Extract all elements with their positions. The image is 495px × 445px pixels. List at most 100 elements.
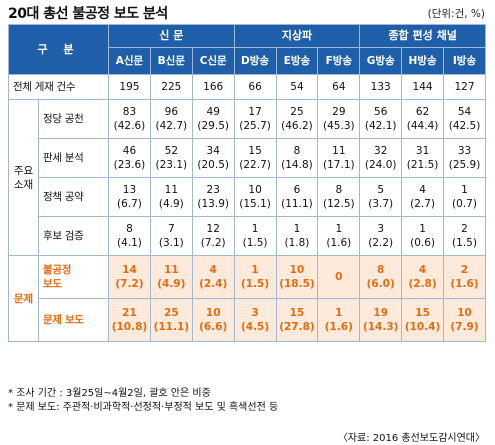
cell-percent: (21.5) xyxy=(406,159,439,171)
cell-percent: (25.7) xyxy=(239,120,271,132)
data-cell: 10 (15.1) xyxy=(233,177,277,217)
header-group-newspaper: 신 문 xyxy=(108,24,235,48)
cell-count: 1 xyxy=(251,223,259,235)
header-gubun: 구 분 xyxy=(7,24,110,75)
cell-count: 4 xyxy=(418,264,427,276)
cell-percent: (1.8) xyxy=(284,237,310,249)
data-cell: 10 (6.6) xyxy=(191,298,235,342)
cell-count: 12 xyxy=(206,223,220,235)
data-cell: 6 (11.1) xyxy=(275,177,319,217)
data-cell: 11 (4.9) xyxy=(149,177,193,217)
cell-percent: (44.4) xyxy=(406,120,439,132)
cell-count: 1 xyxy=(335,307,343,319)
cell-count: 2 xyxy=(461,223,468,235)
cell-percent: (6.0) xyxy=(366,278,395,290)
cell-count: 2 xyxy=(460,264,469,276)
cell-count: 32 xyxy=(374,145,388,157)
cell-percent: (15.1) xyxy=(239,198,271,210)
cell-count: 14 xyxy=(122,264,137,276)
cell-percent: (22.7) xyxy=(239,159,271,171)
data-cell: 3 (2.2) xyxy=(359,216,403,256)
cell-count: 25 xyxy=(164,307,179,319)
cell-count: 5 xyxy=(377,184,385,196)
cell-percent: (42.5) xyxy=(448,120,481,132)
cell-count: 25 xyxy=(290,106,304,118)
total-cell: 144 xyxy=(401,74,445,100)
cell-count: 8 xyxy=(126,223,133,235)
header-row-columns: A신문 B신문 C신문 D방송 E방송 F방송 G방송 H방송 I방송 xyxy=(9,47,486,75)
cell-percent: (0.6) xyxy=(410,237,436,249)
problem-section: 문제 불공정 보도 14 (7.2) 11 (4.9) 4 (2.4) 1 (1.5) 10 (18.5… xyxy=(8,255,486,342)
cell-count: 1 xyxy=(335,223,343,235)
source-credit: 〈자료: 2016 총선보도감시연대〉 xyxy=(337,433,485,444)
cell-count: 15 xyxy=(289,307,305,319)
total-cell: 64 xyxy=(317,74,361,100)
data-cell: 4 (2.8) xyxy=(401,255,445,299)
data-cell: 23 (13.9) xyxy=(191,177,235,217)
cell-percent: (1.5) xyxy=(240,278,270,290)
header-col: B신문 xyxy=(149,47,193,75)
cell-count: 8 xyxy=(335,184,343,196)
cell-count: 11 xyxy=(164,184,179,196)
cell-count: 52 xyxy=(164,145,179,157)
header-col: F방송 xyxy=(317,47,361,75)
cell-percent: (1.6) xyxy=(326,237,352,249)
data-cell: 15 (10.4) xyxy=(401,298,445,342)
data-cell: 4 (2.7) xyxy=(401,177,445,217)
cell-count: 8 xyxy=(377,264,385,276)
data-cell: 33 (25.9) xyxy=(443,138,486,178)
cell-percent: (1.5) xyxy=(242,237,268,249)
header-col: E방송 xyxy=(275,47,319,75)
cell-count: 10 xyxy=(205,307,221,319)
cell-percent: (45.3) xyxy=(323,120,355,132)
total-cell: 133 xyxy=(359,74,403,100)
cell-count: 62 xyxy=(415,106,430,118)
data-cell: 52 (23.1) xyxy=(149,138,193,178)
cell-percent: (6.7) xyxy=(117,198,142,210)
data-cell: 34 (20.5) xyxy=(191,138,235,178)
cell-count: 13 xyxy=(122,184,137,196)
header-col: G방송 xyxy=(359,47,403,75)
data-cell: 32 (24.0) xyxy=(359,138,403,178)
data-cell: 8 (4.1) xyxy=(108,216,151,256)
data-cell: 1 (1.5) xyxy=(233,216,277,256)
data-cell: 46 (23.6) xyxy=(108,138,151,178)
header-col: A신문 xyxy=(108,47,151,75)
cell-count: 21 xyxy=(122,307,137,319)
cell-count: 15 xyxy=(248,145,262,157)
total-cell: 195 xyxy=(108,74,151,100)
data-cell: 17 (25.7) xyxy=(233,99,277,139)
topic-row: 정책 공약 13 (6.7) 11 (4.9) 23 (13.9) 10 (15.1) 6 (11.… xyxy=(9,177,486,217)
cell-percent: (0.7) xyxy=(452,198,477,210)
cell-count: 17 xyxy=(248,106,262,118)
data-cell: 8 (12.5) xyxy=(317,177,361,217)
data-cell: 56 (42.1) xyxy=(359,99,403,139)
data-cell: 3 (4.5) xyxy=(233,298,277,342)
data-cell: 13 (6.7) xyxy=(108,177,151,217)
cell-percent: (2.8) xyxy=(408,278,437,290)
cell-count: 1 xyxy=(461,184,468,196)
cell-percent: (10.8) xyxy=(111,321,148,333)
cell-percent: (10.4) xyxy=(404,321,441,333)
cell-count: 54 xyxy=(457,106,472,118)
cell-count: 96 xyxy=(164,106,179,118)
header-col: I방송 xyxy=(443,47,486,75)
data-table: 구 분 신 문 지상파 종합 편성 채널 A신문 B신문 C신문 D방송 E방송… xyxy=(7,24,486,342)
data-cell: 14 (7.2) xyxy=(108,255,151,299)
cell-percent: (29.5) xyxy=(197,120,229,132)
cell-percent: (3.1) xyxy=(158,237,184,249)
row-label: 문제 보도 xyxy=(37,298,110,342)
topic-row: 주요 소재 정당 공천 83 (42.6) 96 (42.7) 49 (29.5) 17 (25.7… xyxy=(8,99,486,256)
data-cell: 8 (14.8) xyxy=(275,138,319,178)
cell-count: 15 xyxy=(415,307,430,319)
data-cell: 25 (46.2) xyxy=(275,99,319,139)
total-label: 전체 게재 건수 xyxy=(7,74,110,100)
cell-percent: (1.6) xyxy=(450,278,479,290)
header-col: C신문 xyxy=(191,47,235,75)
cell-count: 33 xyxy=(457,145,472,157)
cell-percent: (18.5) xyxy=(279,278,315,290)
data-cell: 11 (17.1) xyxy=(317,138,361,178)
cell-percent: (11.1) xyxy=(153,321,190,333)
cell-percent: (7.2) xyxy=(200,237,226,249)
data-cell: 4 (2.4) xyxy=(191,255,235,299)
